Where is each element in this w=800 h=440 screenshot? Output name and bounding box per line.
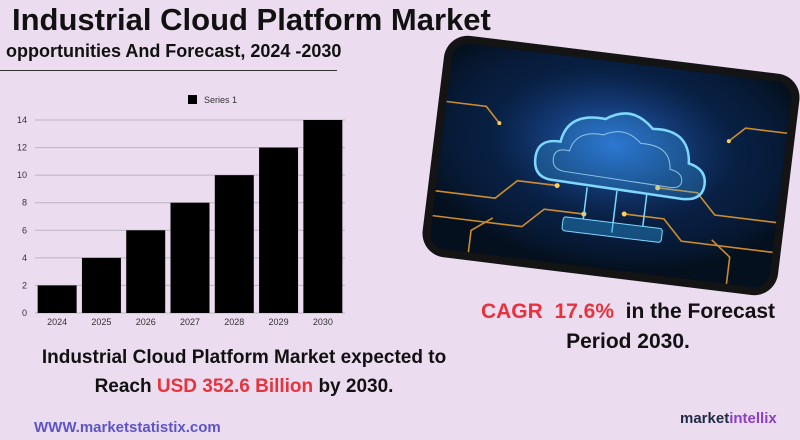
- cagr-period: Period 2030.: [566, 330, 690, 353]
- page-subtitle: opportunities And Forecast, 2024 -2030: [6, 41, 342, 61]
- x-tick-label: 2028: [224, 317, 244, 327]
- y-tick-label: 8: [22, 198, 27, 208]
- bar: [126, 230, 166, 313]
- cagr-label: CAGR: [480, 300, 543, 323]
- forecast-prefix: Reach: [94, 376, 152, 397]
- page-title: Industrial Cloud Platform Market: [12, 2, 491, 37]
- bar: [81, 257, 121, 313]
- bar: [214, 175, 254, 313]
- forecast-value: USD 352.6 Billion: [156, 376, 314, 397]
- cloud-circuit-icon: [428, 41, 794, 290]
- cagr-text: in the Forecast: [625, 300, 776, 323]
- market-forecast-statement: Industrial Cloud Platform Market expecte…: [0, 343, 488, 401]
- bar: [303, 120, 343, 313]
- y-tick-label: 12: [17, 143, 27, 153]
- legend-label: Series 1: [204, 95, 237, 105]
- x-tick-label: 2025: [91, 317, 111, 327]
- x-tick-label: 2027: [180, 317, 200, 327]
- x-tick-label: 2030: [313, 317, 333, 327]
- legend-swatch: [188, 95, 197, 104]
- cagr-value: 17.6%: [554, 300, 614, 323]
- x-tick-label: 2026: [136, 317, 156, 327]
- y-tick-label: 6: [22, 225, 27, 235]
- bar: [37, 285, 77, 313]
- cloud-circuit-image: [428, 41, 794, 290]
- bar: [259, 147, 299, 313]
- y-tick-label: 0: [22, 308, 27, 318]
- bar-chart: 0 2 4 6 8 10 12 14 2024 2025 2026 2027 2028 2029 2030 S…: [17, 95, 345, 327]
- y-tick-label: 10: [17, 170, 27, 180]
- cagr-statement: CAGR 17.6% in the Forecast Period 2030.: [458, 297, 798, 357]
- forecast-suffix: by 2030.: [318, 376, 394, 397]
- subtitle-divider: [0, 70, 337, 71]
- x-tick-label: 2024: [47, 317, 67, 327]
- bar: [170, 202, 210, 313]
- brand-logo: marketintellix: [680, 410, 777, 427]
- brand-logo-part-2: intellix: [729, 410, 777, 427]
- x-tick-label: 2029: [269, 317, 289, 327]
- website-link[interactable]: WWW.marketstatistix.com: [34, 419, 221, 436]
- y-tick-label: 14: [17, 115, 27, 125]
- y-tick-label: 4: [22, 253, 27, 263]
- brand-logo-part-1: market: [680, 410, 730, 427]
- y-tick-label: 2: [22, 280, 27, 290]
- forecast-line-1: Industrial Cloud Platform Market expecte…: [41, 347, 447, 368]
